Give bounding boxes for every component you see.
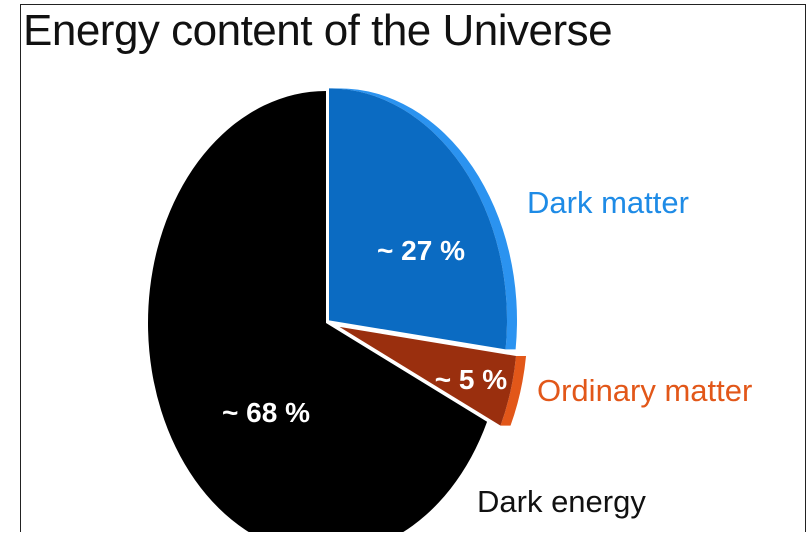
pie-slice-ordinary-matter <box>339 326 517 426</box>
slice-category-label: Dark matter <box>527 185 689 220</box>
pie-slice-rim-ordinary-matter <box>500 355 527 426</box>
pie-slices <box>148 88 527 532</box>
chart-frame: Energy content of the Universe ~ 27 % ~ 5… <box>20 4 806 532</box>
pie-slice-labels: ~ 27 % ~ 5 % ~ 68 % <box>222 235 507 428</box>
slice-value-label: ~ 27 % <box>377 235 465 266</box>
pie-slice-dark-energy <box>148 91 488 532</box>
pie-slice-dark-matter <box>329 88 508 350</box>
chart-title: Energy content of the Universe <box>23 6 613 55</box>
slice-value-label: ~ 5 % <box>435 364 507 395</box>
pie-legend-labels: Dark matter Ordinary matter Dark energy <box>477 185 752 519</box>
slice-value-label: ~ 68 % <box>222 397 310 428</box>
slice-category-label: Ordinary matter <box>537 373 752 408</box>
pie-chart: ~ 27 % ~ 5 % ~ 68 % Dark matter Ordinary ma… <box>148 88 752 532</box>
slice-category-label: Dark energy <box>477 484 646 519</box>
